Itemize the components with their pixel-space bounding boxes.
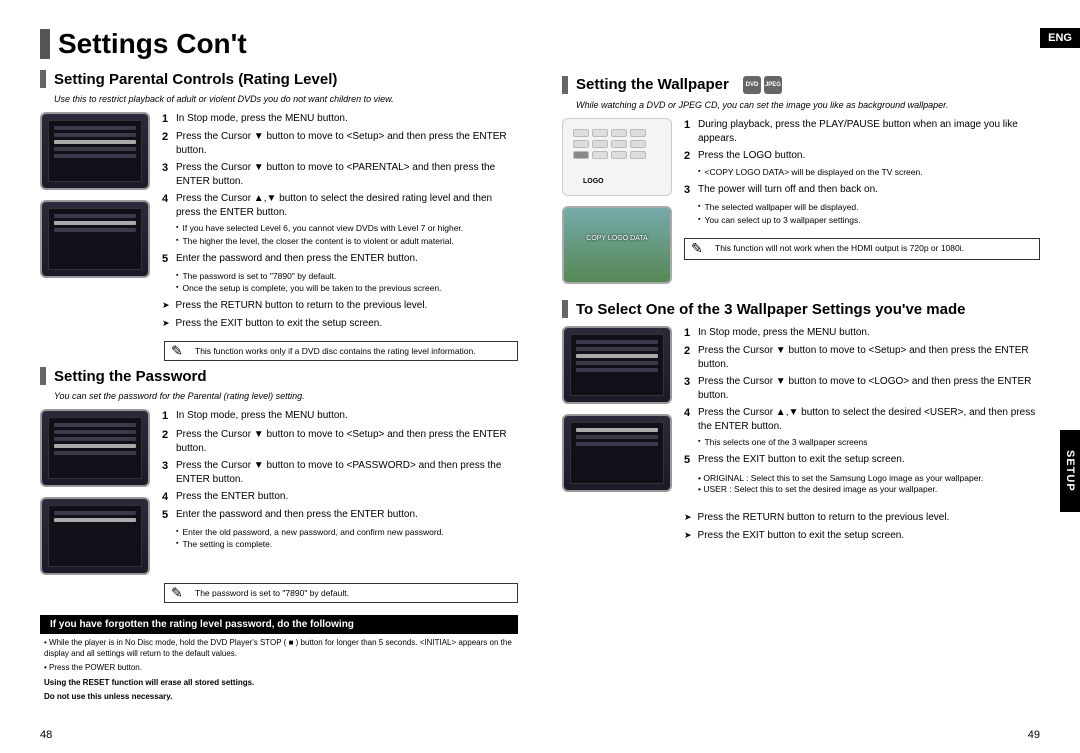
password-steps: 1In Stop mode, press the MENU button. 2P… [162, 409, 518, 575]
note-icon: ✎ [691, 240, 703, 260]
password-thumbs [40, 409, 150, 575]
tv-screenshot [562, 326, 672, 404]
note-icon: ✎ [171, 585, 183, 602]
tv-screenshot [562, 414, 672, 492]
hint-line: Press the RETURN button to return to the… [684, 511, 1040, 525]
select-wallpaper-thumbs [562, 326, 672, 545]
section-desc: Use this to restrict playback of adult o… [40, 94, 518, 104]
tv-screenshot [40, 409, 150, 487]
mini-notes: • ORIGINAL : Select this to set the Sams… [698, 473, 1040, 495]
page-title-row: Settings Con't [40, 28, 518, 60]
tv-screenshot [40, 112, 150, 190]
wallpaper-preview: COPY LOGO DATA [562, 206, 672, 284]
page-number-left: 48 [40, 729, 52, 741]
dvd-icon: DVD [743, 76, 761, 94]
section-title: Setting the Password [54, 368, 207, 385]
hint-line: Press the EXIT button to exit the setup … [684, 529, 1040, 543]
section-title: To Select One of the 3 Wallpaper Setting… [576, 301, 966, 318]
title-accent-bar [40, 29, 50, 59]
page-number-right: 49 [1028, 729, 1040, 741]
section-accent [40, 70, 46, 88]
section-wallpaper-head: Setting the Wallpaper DVD JPEG [562, 76, 1040, 94]
tv-screenshot [40, 497, 150, 575]
fine-print: • While the player is in No Disc mode, h… [40, 638, 518, 659]
section-title: Setting Parental Controls (Rating Level) [54, 71, 337, 88]
section-desc: While watching a DVD or JPEG CD, you can… [562, 100, 1040, 110]
page-title: Settings Con't [58, 28, 247, 60]
remote-diagram: LOGO [562, 118, 672, 196]
note-box: ✎ This function works only if a DVD disc… [164, 341, 518, 361]
section-password-head: Setting the Password [40, 367, 518, 385]
wallpaper-steps: 1During playback, press the PLAY/PAUSE b… [684, 118, 1040, 284]
section-accent [562, 76, 568, 94]
parental-thumbs [40, 112, 150, 333]
section-select-wallpaper-head: To Select One of the 3 Wallpaper Setting… [562, 300, 1040, 318]
fine-print: • Press the POWER button. [40, 663, 518, 673]
setup-tab: SETUP [1060, 430, 1080, 512]
fine-print-warning: Do not use this unless necessary. [40, 692, 518, 702]
tv-screenshot [40, 200, 150, 278]
language-badge: ENG [1040, 28, 1080, 48]
parental-steps: 1In Stop mode, press the MENU button. 2P… [162, 112, 518, 333]
section-accent [40, 367, 46, 385]
section-desc: You can set the password for the Parenta… [40, 391, 518, 401]
section-title: Setting the Wallpaper DVD JPEG [576, 76, 782, 94]
hint-line: Press the RETURN button to return to the… [162, 299, 518, 313]
note-box: ✎ This function will not work when the H… [684, 238, 1040, 260]
forgot-password-bar: If you have forgotten the rating level p… [40, 615, 518, 634]
wallpaper-thumbs: LOGO COPY LOGO DATA [562, 118, 672, 284]
hint-line: Press the EXIT button to exit the setup … [162, 317, 518, 331]
logo-label: LOGO [583, 178, 604, 185]
section-parental-head: Setting Parental Controls (Rating Level) [40, 70, 518, 88]
overlay-text: COPY LOGO DATA [564, 235, 670, 242]
note-icon: ✎ [171, 343, 183, 360]
section-accent [562, 300, 568, 318]
fine-print-warning: Using the RESET function will erase all … [40, 678, 518, 688]
jpeg-icon: JPEG [764, 76, 782, 94]
note-box: ✎ The password is set to "7890" by defau… [164, 583, 518, 603]
select-wallpaper-steps: 1In Stop mode, press the MENU button. 2P… [684, 326, 1040, 545]
